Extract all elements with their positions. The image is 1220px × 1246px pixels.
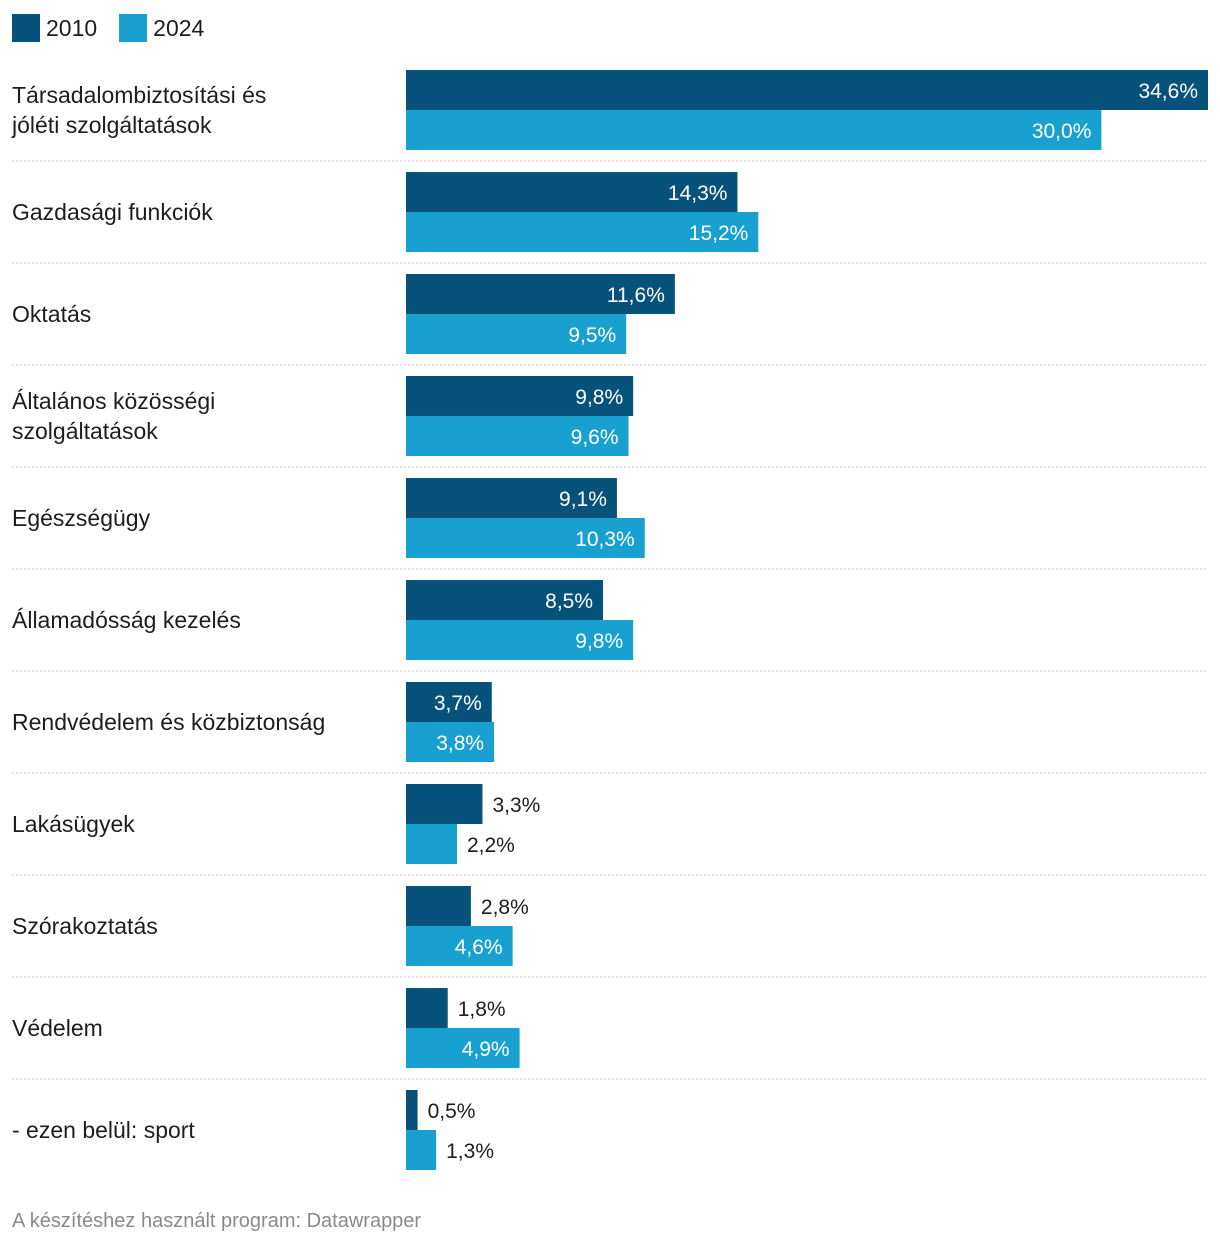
category-label: Államadósság kezelés: [12, 607, 241, 633]
value-label: 0,5%: [428, 1100, 476, 1123]
bar-2010: [406, 886, 471, 926]
value-label: 1,8%: [458, 998, 506, 1021]
legend-label-2010: 2010: [46, 14, 98, 41]
value-label: 14,3%: [668, 182, 728, 205]
legend-swatch-2010: [12, 14, 40, 42]
value-label: 9,1%: [559, 488, 607, 511]
bar-2024: [406, 1028, 520, 1068]
bar-2024: [406, 824, 457, 864]
category-label: Általános közösségi szolgáltatások: [12, 388, 215, 444]
value-label: 15,2%: [689, 222, 749, 245]
category-label: Gazdasági funkciók: [12, 199, 213, 225]
bar-2010: [406, 1090, 418, 1130]
value-label: 3,7%: [434, 692, 482, 715]
bar-2024: [406, 1130, 437, 1170]
value-label: 9,6%: [571, 426, 619, 449]
value-label: 4,6%: [455, 936, 503, 959]
bar-2010: [406, 172, 738, 212]
source-footer: A készítéshez használt program: Datawrap…: [12, 1210, 422, 1232]
bar-2024: [406, 518, 645, 558]
value-label: 10,3%: [575, 528, 635, 551]
legend: 2010 2024: [12, 12, 226, 44]
bar-2024: [406, 110, 1102, 150]
category-label: Rendvédelem és közbiztonság: [12, 709, 325, 735]
bar-2010: [406, 580, 604, 620]
legend-item-2010: 2010: [12, 14, 97, 42]
bar-2010: [406, 988, 448, 1028]
value-label: 2,8%: [481, 896, 529, 919]
category-label: Egészségügy: [12, 505, 151, 531]
bar-2010: [406, 682, 492, 722]
value-label: 1,3%: [446, 1140, 494, 1163]
bar-2010: [406, 784, 483, 824]
bar-2010: [406, 274, 675, 314]
bar-2010: [406, 376, 634, 416]
bar-2024: [406, 926, 513, 966]
category-label: Szórakoztatás: [12, 913, 158, 939]
bar-chart: Társadalombiztosítási és jóléti szolgálta…: [11, 70, 1208, 1170]
category-label: Társadalombiztosítási és jóléti szolgálta…: [11, 82, 266, 138]
bar-2024: [406, 620, 634, 660]
value-label: 9,5%: [568, 324, 616, 347]
value-label: 30,0%: [1032, 120, 1092, 143]
value-label: 3,3%: [492, 794, 540, 817]
legend-label-2024: 2024: [153, 14, 205, 41]
bar-2024: [406, 722, 495, 762]
value-label: 2,2%: [467, 834, 515, 857]
value-label: 11,6%: [607, 284, 665, 307]
legend-swatch-2024: [119, 14, 148, 42]
value-label: 34,6%: [1138, 80, 1198, 103]
bar-2024: [406, 416, 629, 456]
value-label: 3,8%: [436, 732, 484, 755]
bar-2024: [406, 212, 759, 252]
bar-2024: [406, 314, 627, 354]
value-label: 9,8%: [575, 630, 623, 653]
category-label: - ezen belül: sport: [12, 1117, 195, 1143]
category-label: Védelem: [12, 1015, 103, 1041]
category-label: Lakásügyek: [12, 811, 135, 837]
legend-item-2024: 2024: [119, 14, 204, 42]
category-label: Oktatás: [12, 301, 91, 327]
value-label: 4,9%: [462, 1038, 510, 1061]
value-label: 9,8%: [575, 386, 623, 409]
value-label: 8,5%: [545, 590, 593, 613]
bar-2010: [406, 70, 1208, 110]
bar-2010: [406, 478, 617, 518]
